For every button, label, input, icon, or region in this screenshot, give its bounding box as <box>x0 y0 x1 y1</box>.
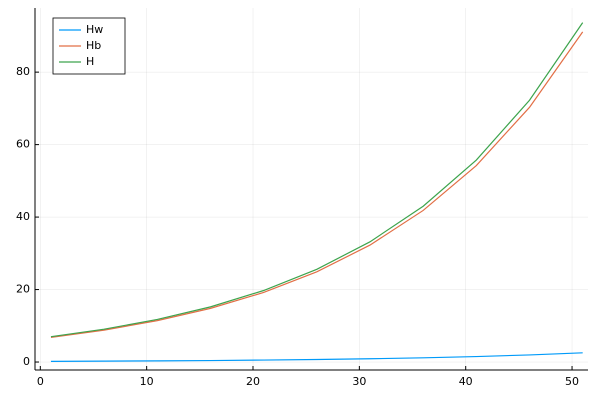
legend-label: Hb <box>86 39 101 52</box>
x-tick-label: 30 <box>352 375 366 388</box>
line <box>50 22 584 338</box>
x-tick-label: 0 <box>37 375 44 388</box>
x-tick-label: 50 <box>565 375 579 388</box>
y-tick-label: 60 <box>16 138 30 151</box>
y-tick-label: 20 <box>16 283 30 296</box>
y-tick-label: 80 <box>16 65 30 78</box>
x-tick-label: 40 <box>459 375 473 388</box>
legend-label: Hw <box>86 23 103 36</box>
y-tick-label: 40 <box>16 210 30 223</box>
y-tick-label: 0 <box>23 355 30 368</box>
line <box>50 31 584 338</box>
line <box>50 352 583 362</box>
x-tick-label: 20 <box>246 375 260 388</box>
legend-label: H <box>86 55 94 68</box>
x-tick-label: 10 <box>140 375 154 388</box>
